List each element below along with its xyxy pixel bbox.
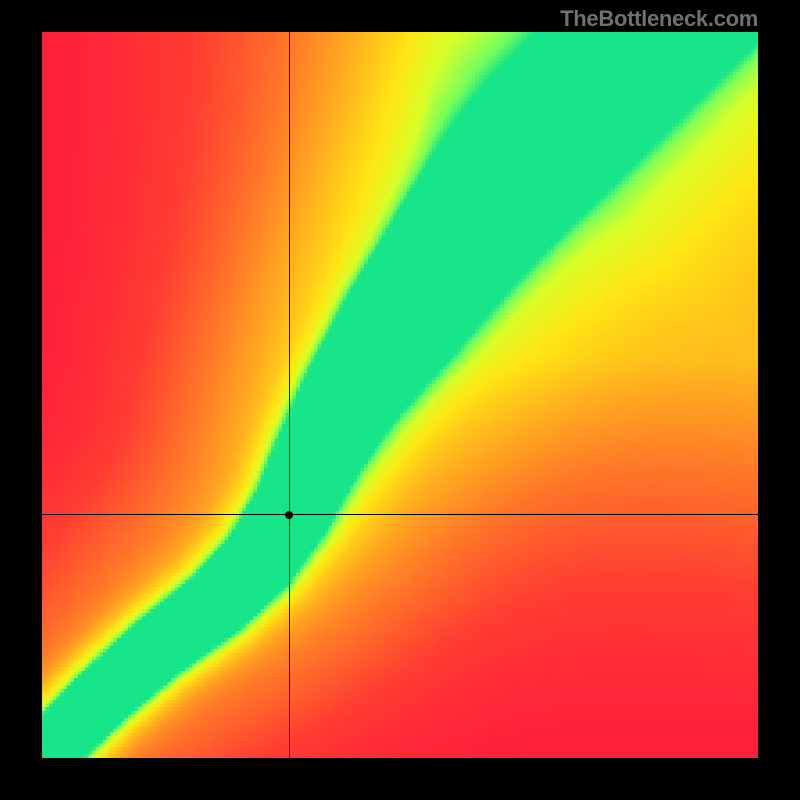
bottleneck-heatmap: [42, 32, 758, 758]
crosshair-horizontal: [42, 514, 758, 515]
crosshair-marker: [285, 511, 293, 519]
crosshair-vertical: [289, 32, 290, 758]
figure-container: TheBottleneck.com: [0, 0, 800, 800]
watermark-text: TheBottleneck.com: [560, 6, 758, 32]
